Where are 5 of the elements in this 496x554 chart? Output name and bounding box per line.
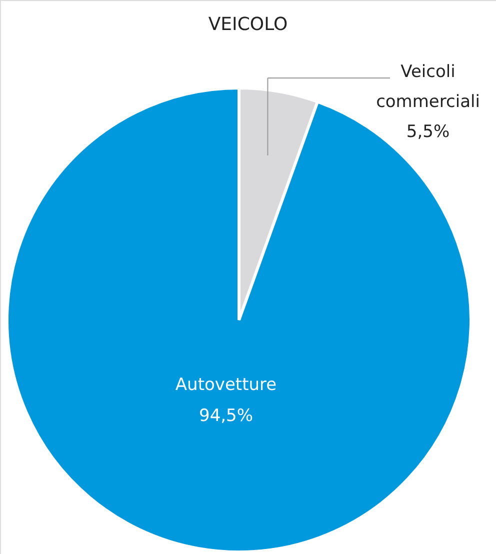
- data-label: 5,5%: [406, 122, 450, 142]
- slice-label: Veicoli commerciali: [376, 62, 480, 112]
- chart-title: VEICOLO: [208, 14, 288, 35]
- data-label: 94,5%: [198, 406, 254, 426]
- slice-label: Autovetture: [175, 375, 277, 395]
